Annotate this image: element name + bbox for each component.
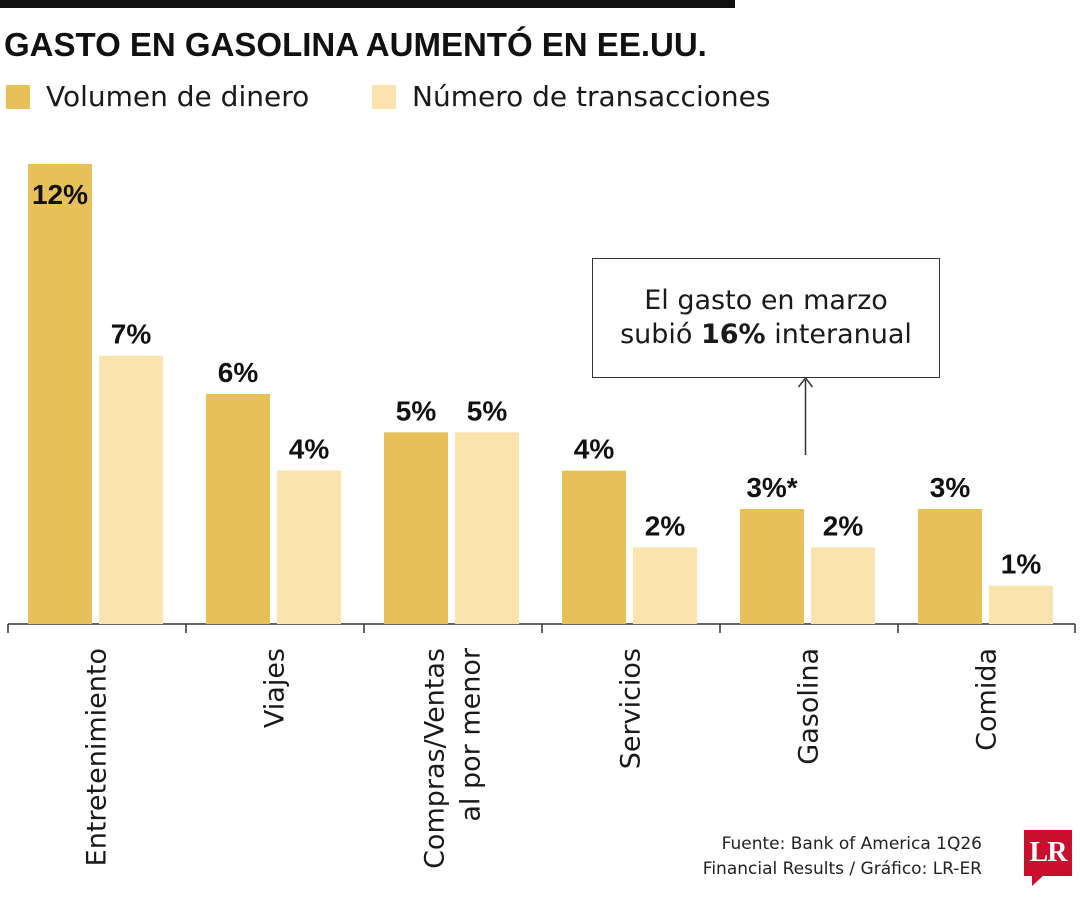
data-label: 7% xyxy=(111,319,152,350)
source-line-2: Financial Results / Gráfico: LR-ER xyxy=(702,859,982,879)
source-line-1: Fuente: Bank of America 1Q26 xyxy=(721,834,982,854)
data-label: 5% xyxy=(467,395,508,426)
data-label: 12% xyxy=(32,179,88,210)
annotation-arrow-head xyxy=(797,376,814,388)
annotation-line-1: El gasto en marzo xyxy=(644,285,888,316)
annotation-line-2-suffix: interanual xyxy=(765,319,912,350)
data-label: 5% xyxy=(396,395,437,426)
data-label: 3%* xyxy=(746,472,797,503)
annotation-line-2-prefix: subió xyxy=(620,319,701,350)
data-label: 4% xyxy=(289,434,330,465)
annotation-text: El gasto en marzo subió 16% interanual xyxy=(620,284,912,352)
category-label: Entretenimiento xyxy=(82,648,113,866)
data-label: 2% xyxy=(823,510,864,541)
bar-volumen xyxy=(562,470,626,624)
top-rule xyxy=(0,0,735,8)
annotation-box: El gasto en marzo subió 16% interanual xyxy=(592,258,940,378)
data-label: 2% xyxy=(645,510,686,541)
bar-volumen xyxy=(206,394,270,624)
data-label: 3% xyxy=(930,472,971,503)
legend-item-transacciones: Número de transacciones xyxy=(372,80,770,113)
category-label: Servicios xyxy=(616,648,647,769)
category-label: Viajes xyxy=(260,648,291,728)
bar-volumen xyxy=(918,509,982,624)
chart-title: GASTO EN GASOLINA AUMENTÓ EN EE.UU. xyxy=(4,26,707,63)
lr-logo: LR xyxy=(1024,830,1072,886)
bar-transacciones xyxy=(989,585,1053,624)
legend-swatch-transacciones xyxy=(372,84,396,109)
bar-volumen xyxy=(28,164,92,624)
legend-label-transacciones: Número de transacciones xyxy=(412,80,771,113)
data-label: 4% xyxy=(574,434,615,465)
category-label: Compras/Ventas xyxy=(420,648,451,869)
bar-volumen xyxy=(740,509,804,624)
category-label: Comida xyxy=(972,648,1003,751)
bar-volumen xyxy=(384,432,448,624)
category-label: al por menor xyxy=(456,647,487,822)
bar-transacciones xyxy=(99,355,163,624)
legend-swatch-volumen xyxy=(6,84,30,109)
legend-label-volumen: Volumen de dinero xyxy=(46,80,310,113)
legend-item-volumen: Volumen de dinero xyxy=(6,80,309,113)
data-label: 1% xyxy=(1001,549,1042,580)
bar-transacciones xyxy=(633,547,697,624)
category-label: Gasolina xyxy=(794,648,825,765)
data-label: 6% xyxy=(218,357,259,388)
annotation-line-2: subió 16% interanual xyxy=(620,318,912,352)
bar-transacciones xyxy=(455,432,519,624)
bar-transacciones xyxy=(811,547,875,624)
annotation-highlight: 16% xyxy=(700,319,766,350)
source-note: Fuente: Bank of America 1Q26 Financial R… xyxy=(703,832,982,882)
bar-transacciones xyxy=(277,470,341,624)
